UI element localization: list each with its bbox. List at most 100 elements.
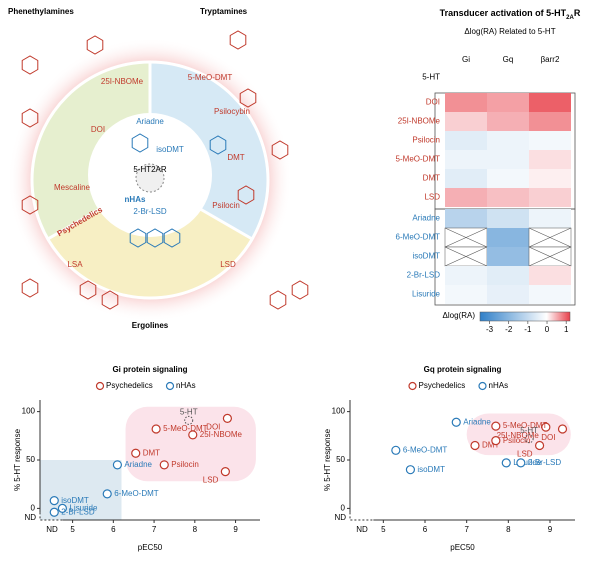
point — [501, 458, 511, 468]
point-label: DOI — [541, 433, 555, 442]
row-label: DOI — [426, 98, 440, 107]
legend-label: nHAs — [489, 381, 509, 390]
point — [541, 422, 551, 432]
group-title: Tryptamines — [200, 7, 248, 16]
heat-cell — [529, 112, 571, 131]
sector-label: DOI — [91, 125, 105, 134]
center-label: 2-Br-LSD — [133, 207, 167, 216]
point-label: LSD — [203, 476, 219, 485]
point — [534, 440, 545, 451]
sector-label: 25I-NBOMe — [101, 77, 144, 86]
heat-cell — [529, 285, 571, 304]
point-label: 6-MeO-DMT — [114, 489, 159, 498]
center-label: Ariadne — [136, 117, 164, 126]
structure — [21, 108, 39, 128]
legend-label: nHAs — [176, 381, 196, 390]
colorbar-tick-label: 0 — [545, 325, 550, 334]
structure — [129, 228, 147, 248]
structure — [271, 140, 289, 160]
point — [220, 467, 230, 477]
y-tick-label: 0 — [341, 503, 346, 512]
structure — [131, 133, 149, 153]
point-label: DMT — [482, 441, 499, 450]
colorbar-tick-label: 1 — [564, 325, 569, 334]
legend-marker — [95, 381, 105, 391]
point — [470, 440, 480, 451]
group-title: Ergolines — [132, 321, 169, 330]
y-axis-label: % 5-HT response — [13, 428, 22, 491]
point — [49, 507, 59, 517]
structure — [269, 290, 287, 310]
point — [112, 460, 123, 470]
x-tick-label: 7 — [152, 525, 157, 534]
reference-point — [184, 415, 194, 425]
point-label: DOI — [206, 422, 220, 431]
point — [131, 448, 141, 458]
nd-cross — [528, 246, 572, 267]
point — [151, 424, 161, 434]
point-label: isoDMT — [61, 496, 89, 505]
structure — [229, 30, 247, 50]
point-label: Psilocin — [503, 436, 531, 445]
colorbar — [479, 311, 571, 322]
point-label: Psilocin — [171, 460, 199, 469]
nd-cross — [528, 227, 572, 248]
column-label: Gq — [503, 55, 514, 64]
heat-cell — [445, 285, 487, 304]
reference-label: 5-HT — [520, 426, 538, 435]
x-tick-label: 5 — [381, 525, 386, 534]
row-label: 2-Br-LSD — [407, 271, 441, 280]
point-label: Lisuride — [69, 503, 98, 512]
structure — [79, 280, 97, 300]
structure — [86, 35, 104, 55]
point — [491, 436, 501, 446]
title-part: R — [574, 8, 581, 18]
sector-label: Mescaline — [54, 183, 91, 192]
x-tick-label: 6 — [423, 525, 428, 534]
heat-cell — [487, 266, 529, 285]
legend-label: Psychedelics — [419, 381, 466, 390]
structure — [101, 290, 119, 310]
row-label: Psilocin — [412, 136, 440, 145]
point-label: 5-MeO-DMT — [163, 424, 208, 433]
y-tick-label: 50 — [336, 455, 345, 464]
y-tick-label: 100 — [22, 407, 36, 416]
y-tick-label: 50 — [26, 455, 35, 464]
heat-cell — [487, 112, 529, 131]
heat-cell — [487, 150, 529, 169]
point — [188, 430, 198, 440]
nd-cross — [444, 246, 488, 267]
point — [49, 496, 59, 506]
point-label: Ariadne — [463, 417, 491, 426]
x-tick-label: 9 — [548, 525, 553, 534]
heat-cell — [445, 169, 487, 188]
point-label: Lisuride — [513, 458, 542, 467]
chart-title: Transducer activation of 5-HT2AR — [440, 8, 581, 20]
heat-cell — [487, 228, 529, 247]
x-tick-label: 6 — [111, 525, 116, 534]
x-tick-label: 9 — [233, 525, 238, 534]
structure — [21, 278, 39, 298]
structure — [21, 55, 39, 75]
point — [222, 413, 233, 423]
chart-title: Gi protein signaling — [112, 365, 187, 374]
heat-cell — [529, 209, 571, 228]
legend-marker — [165, 381, 175, 391]
point-label: isoDMT — [417, 465, 445, 474]
heat-cell — [487, 93, 529, 112]
point-label: 6-MeO-DMT — [403, 445, 448, 454]
point-label: 2-Br-LSD — [61, 507, 95, 516]
row-label: LSD — [424, 193, 440, 202]
heat-cell — [487, 247, 529, 266]
sector-label: Psilocybin — [214, 107, 250, 116]
column-label: Gi — [462, 55, 470, 64]
point — [391, 445, 401, 455]
point-label: 5-MeO-DMT — [503, 421, 548, 430]
heat-cell — [445, 68, 487, 87]
heat-cell — [487, 131, 529, 150]
receptor-icon — [135, 163, 165, 193]
row-label: 6-MeO-DMT — [396, 233, 441, 242]
title-part: 2A — [566, 15, 574, 21]
colorbar-tick-label: -2 — [505, 325, 513, 334]
